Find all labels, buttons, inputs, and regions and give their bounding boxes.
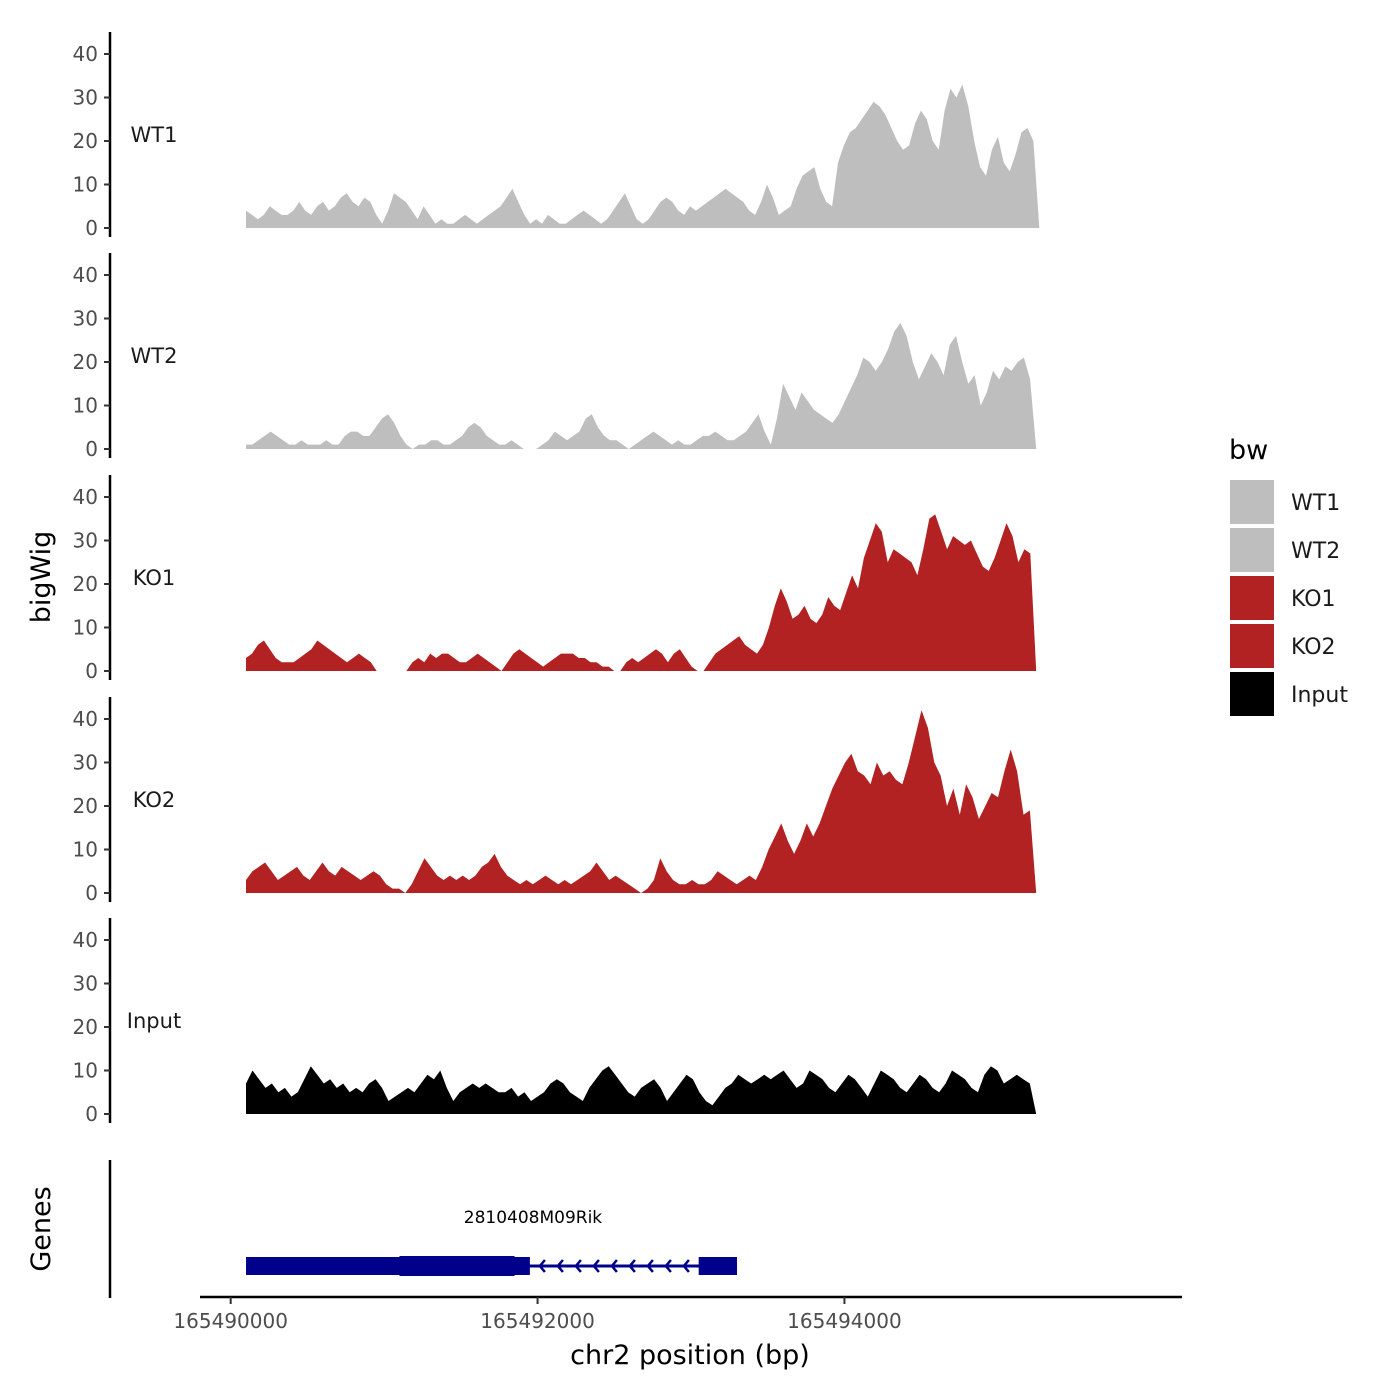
track-label: KO2 (133, 788, 176, 812)
track-label: KO1 (133, 566, 176, 590)
y-tick-label: 10 (73, 173, 98, 197)
legend-title: bw (1229, 435, 1268, 466)
legend-label: WT2 (1291, 539, 1340, 564)
gene-model: 2810408M09Rik (246, 1208, 738, 1276)
y-tick-label: 10 (73, 838, 98, 862)
track-label: WT1 (131, 123, 178, 147)
strand-arrow (646, 1259, 654, 1273)
y-tick-label: 20 (73, 129, 98, 153)
signal-tracks: 0 10 20 30 40 WT1 0 10 20 30 40 WT2 0 10 20 30 40 KO1 0 10 2… (73, 32, 1040, 1126)
track-wt2: 0 10 20 30 40 WT2 (73, 253, 1037, 461)
legend-item-wt1: WT1 (1230, 480, 1340, 524)
strand-arrow (556, 1259, 564, 1273)
strand-arrow (664, 1259, 672, 1273)
y-tick-label: 20 (73, 572, 98, 596)
signal-area-ko2 (246, 710, 1037, 893)
y-tick-label: 40 (73, 928, 98, 952)
legend-item-ko2: KO2 (1230, 624, 1336, 668)
y-tick-label: 0 (85, 437, 98, 461)
track-label: WT2 (131, 344, 178, 368)
y-tick-label: 40 (73, 263, 98, 287)
legend-swatch (1230, 528, 1274, 572)
legend-swatch (1230, 672, 1274, 716)
track-input: 0 10 20 30 40 Input (73, 918, 1037, 1126)
track-label: Input (127, 1009, 181, 1033)
y-tick-label: 30 (73, 307, 98, 331)
strand-arrow (610, 1259, 618, 1273)
signal-area-input (246, 1066, 1037, 1114)
legend-item-ko1: KO1 (1230, 576, 1336, 620)
x-axis-title: chr2 position (bp) (570, 1340, 810, 1371)
strand-arrow (538, 1259, 546, 1273)
strand-arrow (682, 1259, 690, 1273)
x-tick-label: 165490000 (173, 1309, 288, 1333)
y-tick-label: 40 (73, 42, 98, 66)
y-axis-title: bigWig (26, 531, 57, 624)
y-tick-label: 20 (73, 1015, 98, 1039)
x-tick-label: 165492000 (480, 1309, 595, 1333)
legend-label: KO2 (1291, 635, 1336, 660)
y-tick-label: 10 (73, 394, 98, 418)
y-tick-label: 20 (73, 350, 98, 374)
track-wt1: 0 10 20 30 40 WT1 (73, 32, 1040, 240)
legend-label: WT1 (1291, 491, 1340, 516)
signal-area-ko1 (246, 514, 1037, 671)
track-ko1: 0 10 20 30 40 KO1 (73, 475, 1037, 683)
strand-arrow (592, 1259, 600, 1273)
y-tick-label: 0 (85, 1102, 98, 1126)
legend-label: KO1 (1291, 587, 1336, 612)
y-tick-label: 0 (85, 216, 98, 240)
y-tick-label: 40 (73, 485, 98, 509)
legend: bw WT1 WT2 KO1 KO2 Input (1229, 435, 1348, 716)
x-tick-label: 165494000 (787, 1309, 902, 1333)
gene-exon (698, 1257, 738, 1275)
y-tick-label: 30 (73, 529, 98, 553)
y-tick-label: 30 (73, 86, 98, 110)
legend-swatch (1230, 624, 1274, 668)
legend-item-wt2: WT2 (1230, 528, 1340, 572)
signal-area-wt2 (246, 322, 1037, 449)
gene-exon-thick (399, 1256, 515, 1276)
y-tick-label: 0 (85, 881, 98, 905)
gene-name-label: 2810408M09Rik (464, 1208, 603, 1228)
x-axis: 165490000 165492000 165494000 (173, 1295, 1182, 1333)
legend-swatch (1230, 576, 1274, 620)
strand-arrow (628, 1259, 636, 1273)
y-tick-label: 10 (73, 1059, 98, 1083)
track-ko2: 0 10 20 30 40 KO2 (73, 697, 1037, 905)
y-tick-label: 30 (73, 751, 98, 775)
y-tick-label: 20 (73, 794, 98, 818)
genes-track-label: Genes (26, 1186, 57, 1271)
y-tick-label: 0 (85, 659, 98, 683)
legend-label: Input (1291, 683, 1348, 708)
y-tick-label: 40 (73, 707, 98, 731)
signal-area-wt1 (246, 84, 1040, 228)
legend-swatch (1230, 480, 1274, 524)
legend-item-input: Input (1230, 672, 1348, 716)
genes-track: Genes 2810408M09Rik (26, 1160, 738, 1298)
strand-arrow (574, 1259, 582, 1273)
y-tick-label: 10 (73, 616, 98, 640)
y-tick-label: 30 (73, 972, 98, 996)
